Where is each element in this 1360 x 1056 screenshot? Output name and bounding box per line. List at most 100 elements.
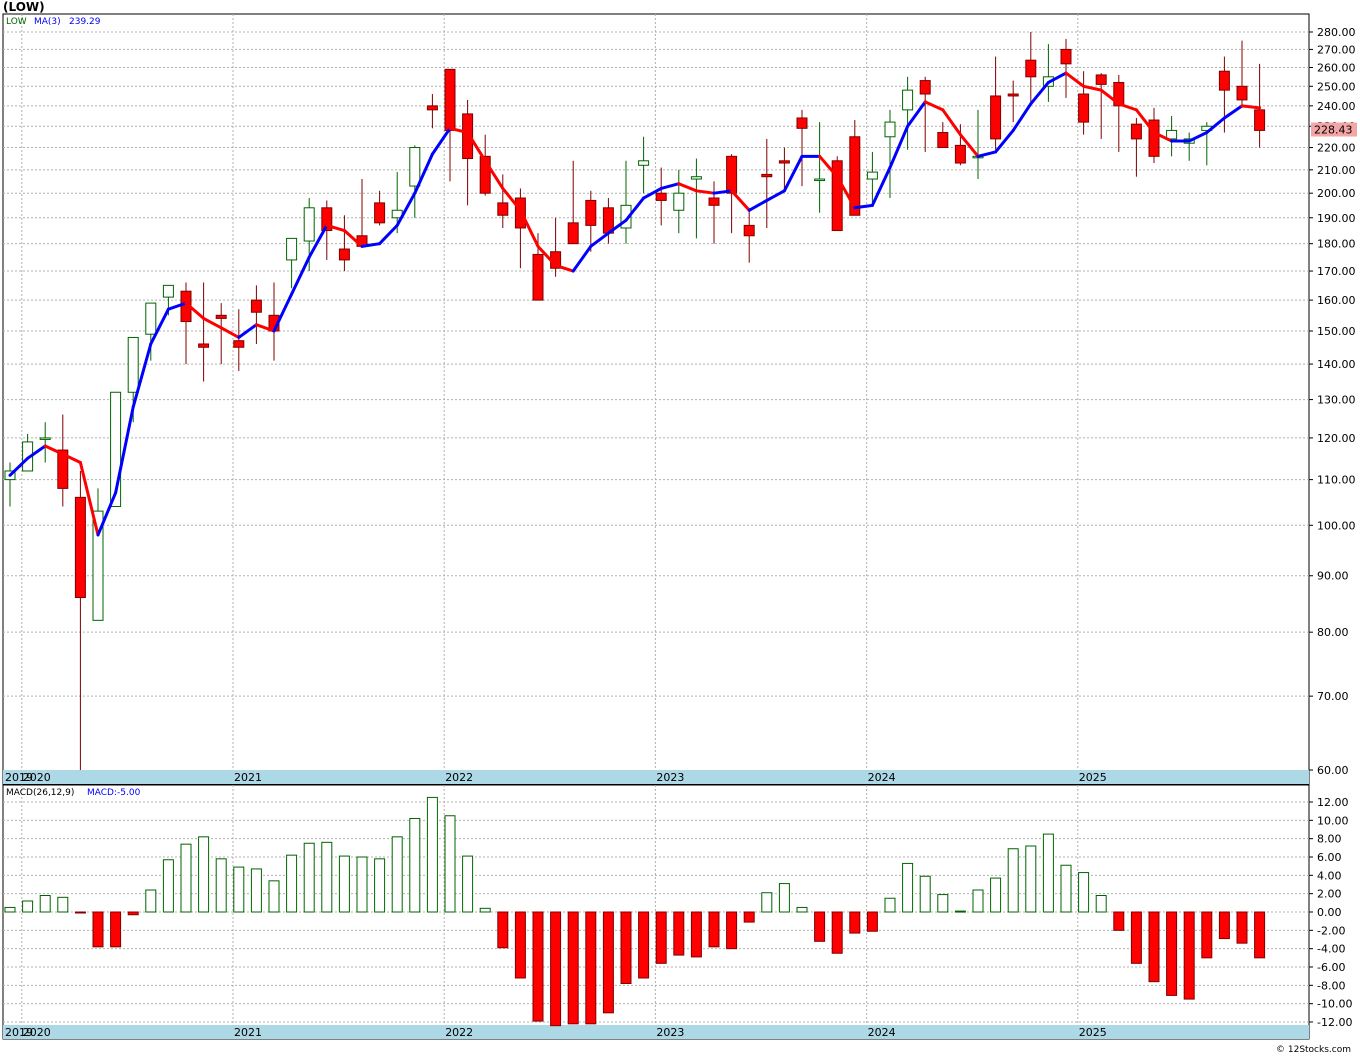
macd-bar (902, 862, 914, 913)
ma-segment (360, 242, 382, 248)
price-tick-label: 120.00 (1317, 432, 1356, 445)
macd-histogram (4, 796, 1266, 1027)
price-tick-label: 220.00 (1317, 142, 1356, 155)
ma-segment (1082, 84, 1103, 92)
candle-body (814, 178, 826, 182)
macd-bar (1166, 911, 1178, 996)
ma-segment (466, 131, 487, 163)
macd-bar (162, 859, 174, 913)
candle-body (409, 147, 421, 187)
macd-bar (22, 900, 34, 913)
candle-body (338, 248, 350, 261)
price-tick-label: 150.00 (1317, 325, 1356, 338)
candle-body (444, 68, 456, 131)
candle-body (145, 302, 157, 335)
ma-segment (272, 292, 294, 333)
macd-bar (1025, 845, 1037, 913)
candle-body (110, 391, 122, 507)
ma-segment (413, 152, 434, 195)
price-tick-label: 260.00 (1317, 62, 1356, 75)
last-price-label: 228.43 (1314, 124, 1353, 137)
ma-segment (184, 301, 206, 320)
macd-bar (497, 911, 509, 949)
ma-segment (1222, 104, 1244, 120)
price-tick-label: 210.00 (1317, 164, 1356, 177)
ma-segment (1152, 131, 1174, 143)
price-tick-label: 90.00 (1317, 570, 1349, 583)
candle-body (620, 204, 632, 229)
candle-body (726, 155, 738, 194)
candle-body (92, 510, 104, 621)
ma-segment (571, 244, 593, 273)
candle-body (426, 105, 438, 111)
year-label: 2024 (868, 1026, 896, 1039)
price-tick-label: 110.00 (1317, 474, 1356, 487)
candle-body (233, 340, 245, 348)
ma-segment (730, 189, 751, 212)
ma-segment (994, 128, 1015, 154)
price-tick-label: 170.00 (1317, 265, 1356, 278)
macd-bar (321, 841, 333, 913)
macd-bar (57, 896, 69, 913)
macd-bar (638, 911, 650, 979)
ma-segment (26, 444, 47, 460)
price-tick-label: 80.00 (1317, 626, 1349, 639)
watermark: © 12Stocks.com (1276, 1045, 1351, 1055)
macd-bar (972, 889, 984, 913)
macd-bar (39, 895, 51, 913)
macd-legend-value: MACD:-5.00 (87, 788, 141, 798)
macd-bar (866, 911, 878, 932)
candle-body (954, 144, 966, 164)
ma-segment (1099, 88, 1121, 106)
candle-body (1148, 119, 1160, 157)
macd-tick-label: -4.00 (1317, 943, 1345, 956)
price-tick-label: 100.00 (1317, 519, 1356, 532)
candle-body (567, 222, 579, 245)
ma-segment (1187, 131, 1209, 143)
ma-segment (1029, 80, 1050, 106)
candle-body (796, 117, 808, 129)
ma-segment (78, 460, 100, 537)
ma-segment (307, 223, 329, 259)
price-tick-label: 140.00 (1317, 358, 1356, 371)
candle-body (74, 496, 86, 599)
price-tick-label: 130.00 (1317, 394, 1356, 407)
candle-body (1254, 109, 1266, 131)
ma-segment (958, 133, 980, 158)
candle-body (497, 202, 509, 216)
year-label: 2022 (445, 771, 473, 784)
year-label: 2025 (1079, 1026, 1107, 1039)
ma-segment (378, 223, 399, 246)
ma-segment (870, 166, 892, 207)
candle-body (57, 449, 69, 489)
ma-segment (430, 126, 452, 156)
ma-segment (906, 100, 927, 128)
price-tick-label: 180.00 (1317, 238, 1356, 251)
macd-tick-label: -10.00 (1317, 998, 1352, 1011)
macd-tick-label: 2.00 (1317, 888, 1342, 901)
ma-segment (166, 301, 188, 311)
ma-segment (395, 191, 417, 227)
year-label: 2021 (234, 771, 262, 784)
candle-body (884, 121, 896, 138)
price-tick-label: 160.00 (1317, 294, 1356, 307)
macd-bar (233, 866, 245, 913)
ma-segment (606, 218, 628, 235)
candle-body (39, 437, 51, 440)
ma-segment (1240, 104, 1262, 110)
candle-body (990, 95, 1002, 140)
ma-segment (1205, 116, 1226, 135)
candle-body (673, 192, 685, 211)
ma-segment (8, 456, 30, 477)
macd-bar (1254, 911, 1266, 959)
price-tick-label: 70.00 (1317, 690, 1349, 703)
candle-body (127, 336, 139, 393)
macd-bar (849, 911, 861, 934)
macd-bar (1078, 872, 1090, 913)
ma-segment (219, 326, 241, 339)
ma-segment (624, 196, 646, 222)
ma-segment (501, 186, 522, 212)
macd-tick-label: 12.00 (1317, 796, 1349, 809)
